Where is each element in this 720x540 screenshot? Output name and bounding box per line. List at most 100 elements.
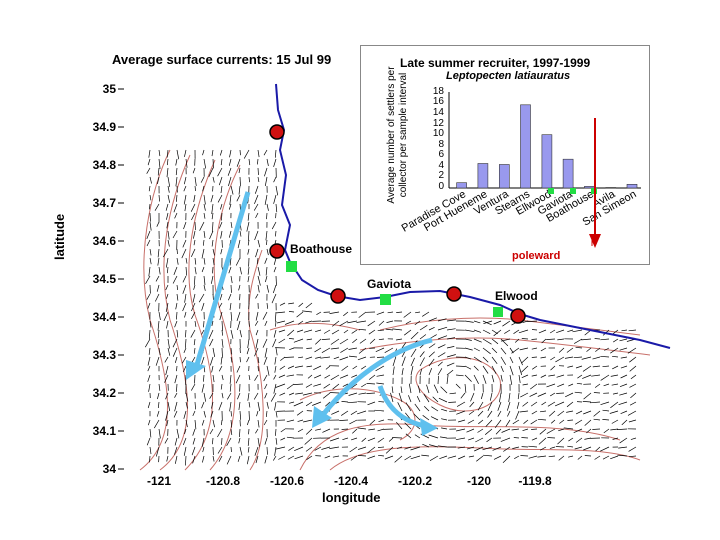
current-vector — [149, 455, 151, 463]
current-vector — [369, 419, 376, 425]
current-vector — [537, 455, 547, 458]
current-vector — [212, 248, 215, 256]
current-vector — [263, 149, 268, 156]
current-vector — [295, 365, 304, 368]
current-vector — [511, 347, 520, 354]
current-vector — [428, 367, 433, 376]
current-vector — [408, 383, 412, 394]
current-vector — [247, 266, 250, 275]
current-vector — [147, 419, 151, 426]
y-tick-label: 34.6 — [92, 234, 116, 248]
current-vector — [305, 302, 313, 309]
current-vector — [610, 374, 619, 377]
bar — [562, 158, 574, 189]
collector-markers — [286, 261, 503, 317]
current-vector — [273, 257, 277, 265]
current-vector — [184, 293, 187, 303]
current-vector — [174, 212, 178, 219]
current-vector — [236, 365, 241, 373]
current-vector — [404, 422, 412, 430]
current-vector — [468, 455, 475, 458]
current-vector — [275, 275, 277, 286]
current-vector — [184, 203, 187, 212]
current-vector — [331, 410, 340, 415]
current-vector — [540, 347, 547, 352]
current-vector — [417, 385, 421, 394]
current-vector — [313, 383, 322, 387]
current-vector — [464, 383, 467, 393]
current-vector — [549, 329, 556, 334]
current-vector — [305, 320, 313, 324]
current-vector — [208, 167, 214, 178]
x-tick-label: -119.8 — [518, 474, 552, 488]
current-vector — [167, 185, 170, 193]
current-vector — [522, 401, 529, 407]
current-vector — [288, 392, 295, 396]
current-vector — [523, 419, 529, 424]
current-vector — [567, 365, 574, 368]
current-vector — [582, 365, 592, 372]
current-vector — [530, 401, 538, 407]
current-vector — [330, 374, 340, 381]
current-vector — [230, 356, 233, 363]
current-vector — [630, 392, 637, 399]
current-vector — [329, 392, 340, 394]
current-vector — [172, 347, 178, 357]
current-vector — [147, 158, 151, 166]
inset-title: Late summer recruiter, 1997-1999 — [400, 56, 591, 70]
y-tick-label: 34.4 — [92, 310, 116, 324]
current-vector — [329, 437, 340, 442]
current-vector — [322, 392, 331, 399]
current-vector — [529, 392, 538, 397]
current-vector — [312, 401, 322, 406]
current-vector — [238, 437, 241, 444]
current-vector — [302, 310, 313, 313]
current-vector — [266, 401, 269, 409]
current-vector — [211, 401, 214, 409]
current-vector — [342, 437, 349, 441]
current-vector — [174, 320, 178, 328]
current-vector — [176, 257, 179, 265]
current-vector — [226, 455, 232, 465]
current-vector — [201, 356, 205, 365]
current-vector — [531, 410, 538, 415]
current-vector — [176, 293, 179, 301]
current-vector — [446, 354, 456, 358]
current-vector — [174, 374, 178, 384]
current-vector — [176, 365, 178, 372]
current-vector — [349, 419, 358, 425]
current-vector — [568, 437, 574, 442]
current-vector — [238, 185, 241, 195]
current-vector — [572, 329, 583, 333]
inset-chart-panel — [360, 45, 650, 265]
current-vector — [209, 356, 214, 366]
current-vector — [482, 338, 492, 345]
current-vector — [173, 203, 178, 213]
current-vector — [278, 374, 286, 378]
current-vector — [347, 401, 358, 404]
bar — [520, 104, 531, 189]
current-vector — [473, 365, 479, 371]
current-vector — [302, 392, 313, 396]
current-vector — [376, 356, 385, 358]
current-vector — [176, 428, 180, 439]
current-vector — [202, 149, 205, 156]
bar — [498, 164, 510, 189]
y-tick-label: 34.8 — [92, 158, 116, 172]
current-vector — [155, 356, 160, 366]
current-vector — [367, 401, 376, 406]
current-vector — [594, 383, 601, 388]
current-vector — [630, 437, 637, 440]
current-vector — [247, 248, 250, 255]
current-vector — [148, 185, 151, 192]
current-vector — [176, 383, 178, 392]
current-vector — [521, 356, 529, 364]
current-vector — [446, 328, 456, 331]
current-vector — [628, 446, 637, 452]
current-vector — [619, 437, 628, 444]
current-vector — [400, 386, 403, 394]
current-vector — [539, 428, 547, 435]
current-vector — [437, 335, 448, 340]
current-vector — [473, 347, 480, 352]
